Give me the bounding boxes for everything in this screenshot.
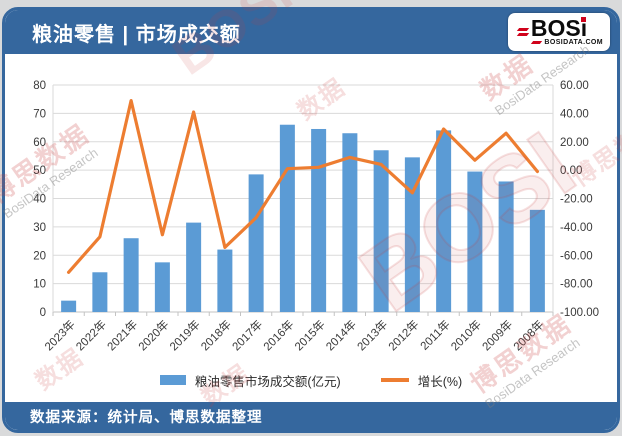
svg-text:2022年: 2022年	[73, 317, 109, 353]
svg-text:2020年: 2020年	[135, 317, 171, 353]
svg-text:2008年: 2008年	[510, 317, 546, 353]
logo-domain: BOSIDATA.COM	[544, 39, 603, 47]
bosi-logo: BOSi BOSIDATA.COM	[508, 13, 610, 51]
svg-text:2009年: 2009年	[479, 317, 515, 353]
chart-svg: 0 10 20 30 40 50 60 70 80 -100.00 -80.00 -60.00 -40.…	[33, 80, 599, 353]
svg-text:2017年: 2017年	[229, 317, 265, 353]
chart-card: 粮油零售 | 市场成交额 BOSi BOSIDATA.COM 0 10 20 30 40…	[2, 7, 620, 433]
svg-text:-100.00: -100.00	[560, 307, 599, 319]
svg-text:60: 60	[33, 137, 46, 149]
svg-text:-80.00: -80.00	[560, 279, 593, 291]
svg-text:2015年: 2015年	[292, 317, 328, 353]
svg-text:40: 40	[33, 194, 46, 206]
footer-bar: 数据来源：统计局、博思数据整理	[5, 402, 617, 430]
data-source-text: 数据来源：统计局、博思数据整理	[30, 409, 263, 426]
svg-text:2023年: 2023年	[42, 317, 78, 353]
logo-stripes-icon	[516, 26, 530, 37]
svg-text:20.00: 20.00	[560, 137, 589, 149]
svg-text:-40.00: -40.00	[560, 222, 593, 234]
svg-text:0: 0	[40, 307, 46, 319]
logo-wordmark: BOSi	[516, 14, 588, 41]
svg-text:50: 50	[33, 165, 46, 177]
logo-red-dot-icon	[581, 16, 587, 22]
logo-domain-row: BOSIDATA.COM	[531, 39, 603, 47]
legend-bar-label: 粮油零售市场成交额(亿元)	[194, 374, 341, 389]
svg-text:2014年: 2014年	[323, 317, 359, 353]
legend-line-swatch	[380, 378, 409, 382]
legend-bar-swatch	[159, 375, 186, 385]
svg-text:-20.00: -20.00	[560, 194, 593, 206]
svg-text:2018年: 2018年	[198, 317, 234, 353]
svg-text:2019年: 2019年	[167, 317, 203, 353]
svg-text:2021年: 2021年	[104, 317, 140, 353]
svg-text:2012年: 2012年	[385, 317, 421, 353]
svg-text:60.00: 60.00	[560, 80, 589, 92]
svg-text:2013年: 2013年	[354, 317, 390, 353]
svg-text:2010年: 2010年	[448, 317, 484, 353]
chart-content: 0 10 20 30 40 50 60 70 80 -100.00 -80.00 -60.00 -40.…	[5, 54, 617, 402]
legend-line-label: 增长(%)	[417, 374, 463, 389]
svg-text:2011年: 2011年	[417, 317, 453, 353]
svg-text:40.00: 40.00	[560, 108, 589, 120]
svg-text:30: 30	[33, 222, 46, 234]
chart-legend: 粮油零售市场成交额(亿元) 增长(%)	[5, 366, 617, 394]
svg-text:80: 80	[33, 80, 46, 92]
svg-text:20: 20	[33, 250, 46, 262]
logo-text: BOSi	[530, 14, 588, 41]
page-title: 粮油零售 | 市场成交额	[32, 23, 241, 46]
svg-text:-60.00: -60.00	[560, 250, 593, 262]
svg-text:70: 70	[33, 108, 46, 120]
svg-text:0.00: 0.00	[560, 165, 582, 177]
logo-domain-stripe-icon	[531, 41, 543, 45]
svg-text:2016年: 2016年	[260, 317, 296, 353]
svg-text:10: 10	[33, 279, 46, 291]
